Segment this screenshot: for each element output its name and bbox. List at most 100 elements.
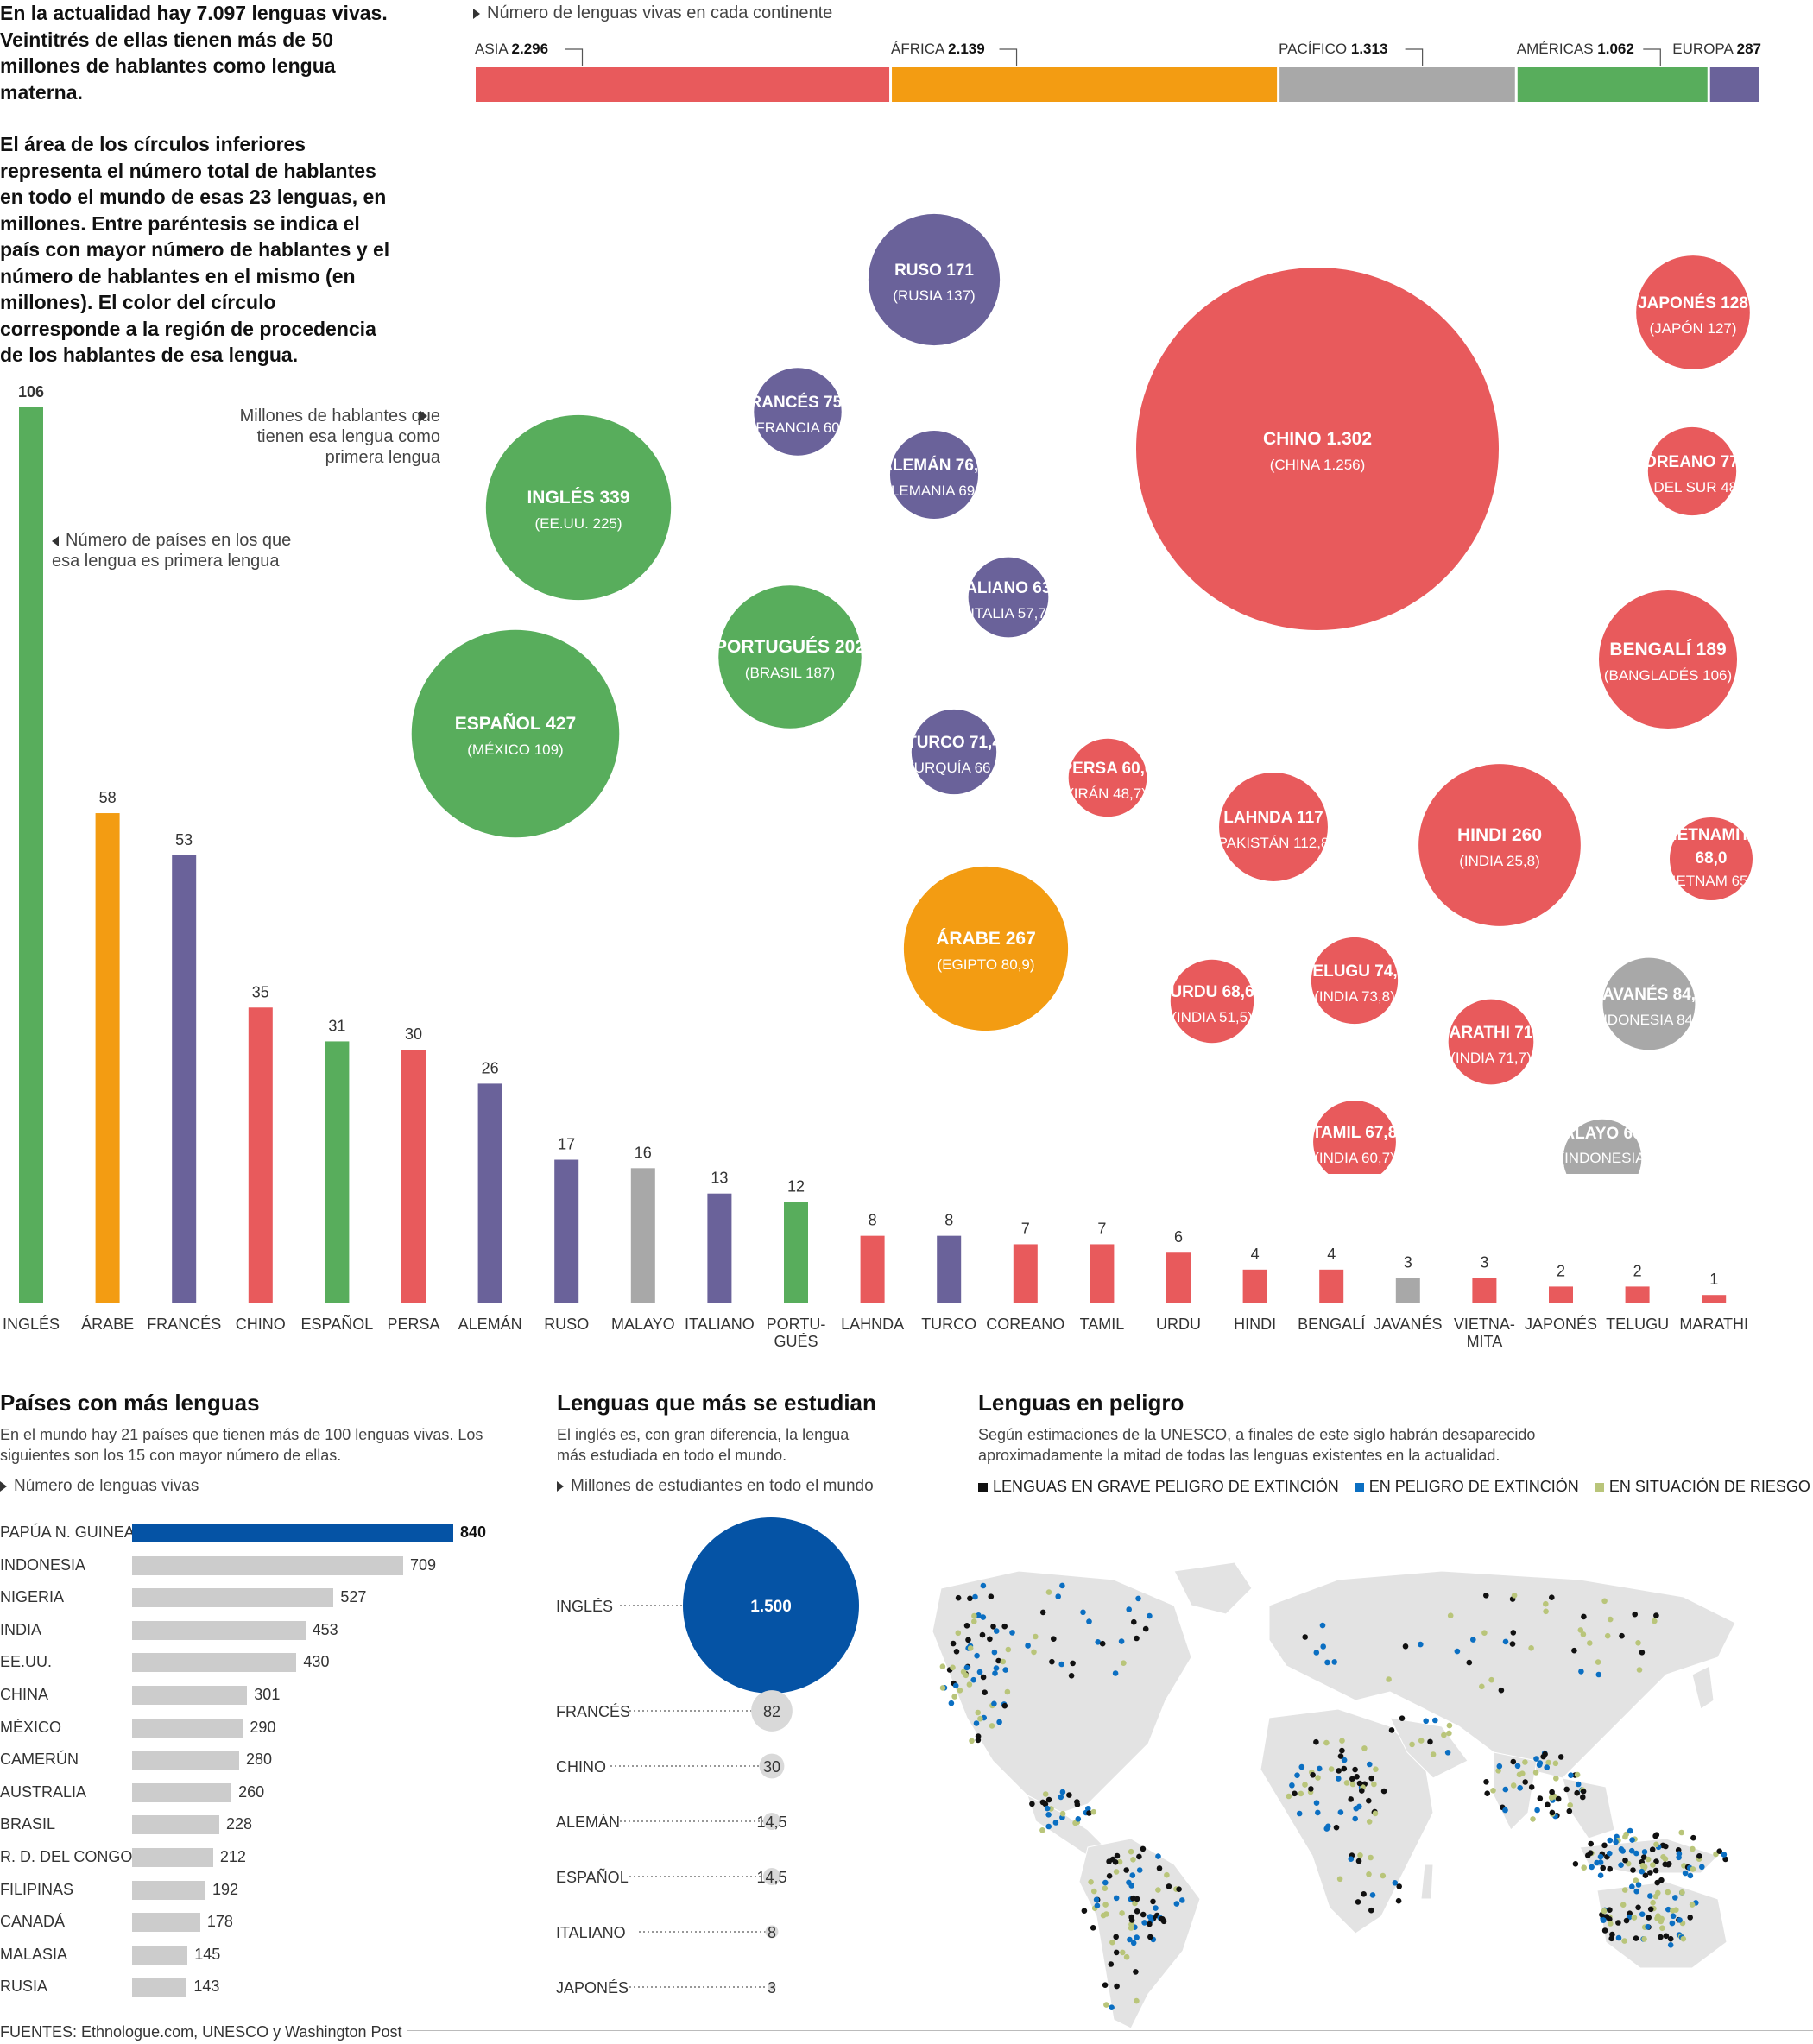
bubble-circle-ruso xyxy=(868,213,1001,346)
map-dot xyxy=(1135,1595,1141,1602)
bubble-circle-portugues xyxy=(718,585,862,729)
endangered-languages-map xyxy=(932,1561,1736,2029)
continent-leader-line xyxy=(999,48,1018,66)
country-bar-value-bengali: 4 xyxy=(1327,1246,1336,1263)
map-dot xyxy=(1549,1788,1555,1795)
map-dot xyxy=(1659,1925,1665,1931)
hbar-label: FILIPINAS xyxy=(0,1880,74,1898)
map-dot xyxy=(1068,1673,1075,1679)
map-dot xyxy=(1298,1763,1305,1770)
bubble-bengali: BENGALÍ 189 (BANGLADÉS 106) xyxy=(1598,590,1738,729)
map-dot xyxy=(1601,1842,1608,1849)
country-bar-lahnda xyxy=(860,1235,885,1303)
country-bar-javanes xyxy=(1395,1278,1420,1303)
country-bar-label-espanol: ESPAÑOL xyxy=(301,1315,374,1333)
studied-bubble-frances xyxy=(751,1690,793,1732)
country-bar-label-urdu: URDU xyxy=(1156,1315,1201,1333)
country-bar-label-persa: PERSA xyxy=(387,1315,439,1333)
bubble-lahnda: LAHNDA 117 (PAKISTÁN 112,8) xyxy=(1213,773,1334,881)
map-dot xyxy=(1337,1753,1344,1759)
map-dot xyxy=(1352,1766,1358,1773)
map-dot xyxy=(1580,1631,1587,1637)
map-dot xyxy=(1392,1880,1399,1886)
country-bar-label-bengali: BENGALÍ xyxy=(1298,1315,1365,1333)
hbar-label: INDIA xyxy=(0,1620,42,1638)
legend-label: EN PELIGRO DE EXTINCIÓN xyxy=(1368,1478,1579,1495)
bubble-circle-ingles xyxy=(485,414,672,601)
country-bar-aleman xyxy=(477,1083,502,1303)
bubble-circle-bengali xyxy=(1598,590,1738,729)
map-dot xyxy=(1100,1912,1107,1919)
map-dot xyxy=(1009,1630,1015,1636)
bubble-espanol: ESPAÑOL 427 (MÉXICO 109) xyxy=(411,629,620,838)
map-dot xyxy=(1649,1846,1656,1852)
bubble-label-aleman: ALEMÁN 76,9 xyxy=(881,456,988,475)
continent-label-africa: ÁFRICA 2.139 xyxy=(891,41,985,57)
map-dot xyxy=(1002,1667,1008,1673)
map-dot xyxy=(1430,1751,1437,1757)
map-dot xyxy=(1045,1589,1052,1595)
map-dot xyxy=(1532,1770,1539,1776)
legend-swatch xyxy=(978,1482,988,1492)
map-dot xyxy=(1676,1854,1682,1861)
map-dot xyxy=(1343,1780,1350,1786)
map-dot xyxy=(1633,1935,1639,1941)
map-dot xyxy=(1627,1827,1633,1834)
map-dot xyxy=(1166,1883,1172,1889)
bubble-sub-lahnda: (PAKISTÁN 112,8) xyxy=(1213,835,1334,851)
map-dot xyxy=(1454,1648,1461,1655)
studied-bubble-espanol xyxy=(762,1867,781,1886)
bubble-circle-italiano xyxy=(968,557,1049,638)
hbar-row-papua-n-guinea: PAPÚA N. GUINEA 840 xyxy=(0,1522,518,1542)
map-dot xyxy=(1653,1841,1659,1848)
map-dot xyxy=(1662,1856,1669,1862)
map-dot xyxy=(1594,1859,1600,1866)
intro-text: En la actualidad hay 7.097 lenguas vivas… xyxy=(0,0,397,394)
map-dot xyxy=(1123,1953,1130,1960)
bubble-label-frances: FRANCÉS 75,9 xyxy=(740,393,856,412)
bubble-circle-japones xyxy=(1636,256,1750,369)
map-dot xyxy=(1134,1635,1140,1642)
hbar-value: 280 xyxy=(246,1751,273,1769)
map-dot xyxy=(1004,1688,1011,1695)
triangle-left-icon xyxy=(52,535,59,546)
bubble-sub-japones: (JAPÓN 127) xyxy=(1649,320,1736,337)
country-bar-marathi xyxy=(1702,1295,1727,1303)
map-land-south-america xyxy=(1078,1838,1201,2029)
map-dot xyxy=(1658,1934,1664,1940)
country-bar-label-portu-gues: PORTU- xyxy=(767,1315,826,1333)
bubble-chino: CHINO 1.302 (CHINA 1.256) xyxy=(1136,268,1499,630)
map-dot xyxy=(1601,1908,1608,1915)
map-land-se-asia xyxy=(1562,1777,1615,1839)
bubble-circle-vietnamita xyxy=(1670,817,1753,900)
map-dot xyxy=(1088,1879,1094,1885)
bubble-label-bengali: BENGALÍ 189 xyxy=(1609,640,1726,659)
map-dot xyxy=(1102,1902,1109,1908)
map-dot xyxy=(1296,1810,1303,1817)
map-dot xyxy=(1113,1895,1120,1902)
map-dot xyxy=(1128,1917,1135,1923)
map-dot xyxy=(1102,1982,1109,1988)
map-land-arabia xyxy=(1389,1717,1469,1779)
map-dot xyxy=(990,1624,996,1630)
map-dot xyxy=(1615,1920,1621,1926)
continent-label-europa: EUROPA 287 xyxy=(1672,41,1761,57)
map-dot xyxy=(1153,1905,1159,1911)
countries-bar-chart: 106INGLÉS58ÁRABE53FRANCÉS35CHINO31ESPAÑO… xyxy=(3,383,1748,1350)
map-dot xyxy=(1086,1810,1092,1816)
map-dot xyxy=(1102,1879,1109,1886)
map-dot xyxy=(980,1614,987,1620)
continent-bar-africa xyxy=(892,67,1278,102)
hbar-row-nigeria: NIGERIA 527 xyxy=(0,1587,518,1608)
map-dot xyxy=(1618,1846,1625,1852)
country-bar-label-japones: JAPONÉS xyxy=(1525,1315,1597,1333)
map-dot xyxy=(1522,1759,1528,1765)
map-dot xyxy=(1320,1643,1326,1650)
map-dot xyxy=(951,1694,957,1700)
map-dot xyxy=(1090,1808,1097,1815)
hbar-bar xyxy=(132,1945,188,1965)
continent-label-pacifico: PACÍFICO 1.313 xyxy=(1279,41,1387,57)
map-dot xyxy=(1355,1858,1362,1864)
map-dot xyxy=(1642,1872,1649,1878)
bubble-sub-tamil: (INDIA 60,7) xyxy=(1314,1150,1395,1166)
